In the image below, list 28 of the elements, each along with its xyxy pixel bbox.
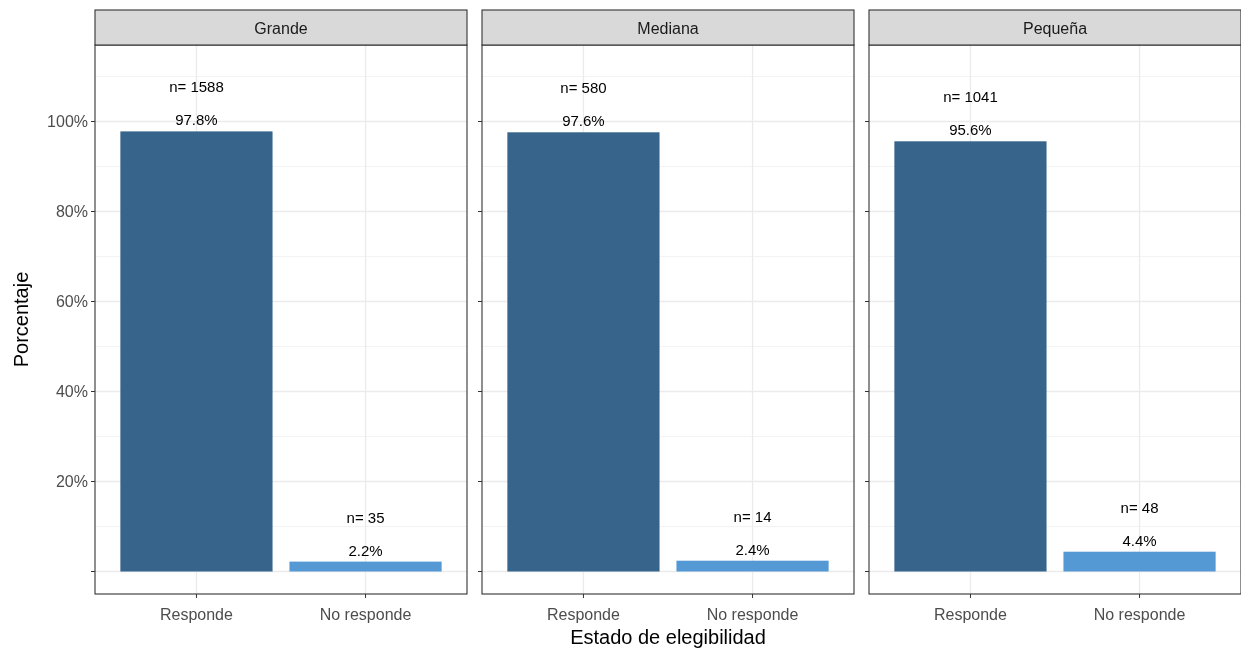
annotation: n= 1588: [169, 78, 224, 96]
y-tick-label: 100%: [47, 112, 88, 130]
x-tick-label: No responde: [319, 606, 412, 623]
annotation: n= 1041: [943, 88, 998, 106]
chart-title: Mediana: [637, 19, 699, 37]
annotation: n= 35: [346, 508, 385, 526]
annotation: n= 14: [733, 507, 772, 525]
x-tick-label: Responde: [159, 606, 234, 623]
chart-title: Grande: [254, 19, 308, 37]
x-tick-label: No responde: [1093, 606, 1186, 623]
data-label: 2.2%: [348, 541, 383, 559]
x-tick-label: No responde: [706, 606, 799, 623]
y-tick-label: 20%: [55, 472, 88, 490]
y-tick-label: 60%: [55, 292, 88, 310]
annotation: n= 580: [560, 79, 607, 97]
y-axis-title: Porcentaje: [10, 271, 32, 368]
chart-title: Pequeña: [1022, 19, 1088, 37]
data-label: 97.6%: [562, 112, 605, 130]
data-label: 2.4%: [735, 540, 770, 558]
x-tick-label: Responde: [933, 606, 1008, 623]
data-label: 97.8%: [175, 111, 218, 129]
x-axis-title: Estado de elegibilidad: [570, 626, 766, 648]
data-label: 4.4%: [1122, 531, 1157, 549]
annotation: n= 48: [1120, 498, 1159, 516]
data-label: 95.6%: [949, 121, 992, 139]
y-tick-label: 80%: [55, 202, 88, 220]
x-tick-label: Responde: [546, 606, 621, 623]
y-tick-label: 40%: [55, 382, 88, 400]
